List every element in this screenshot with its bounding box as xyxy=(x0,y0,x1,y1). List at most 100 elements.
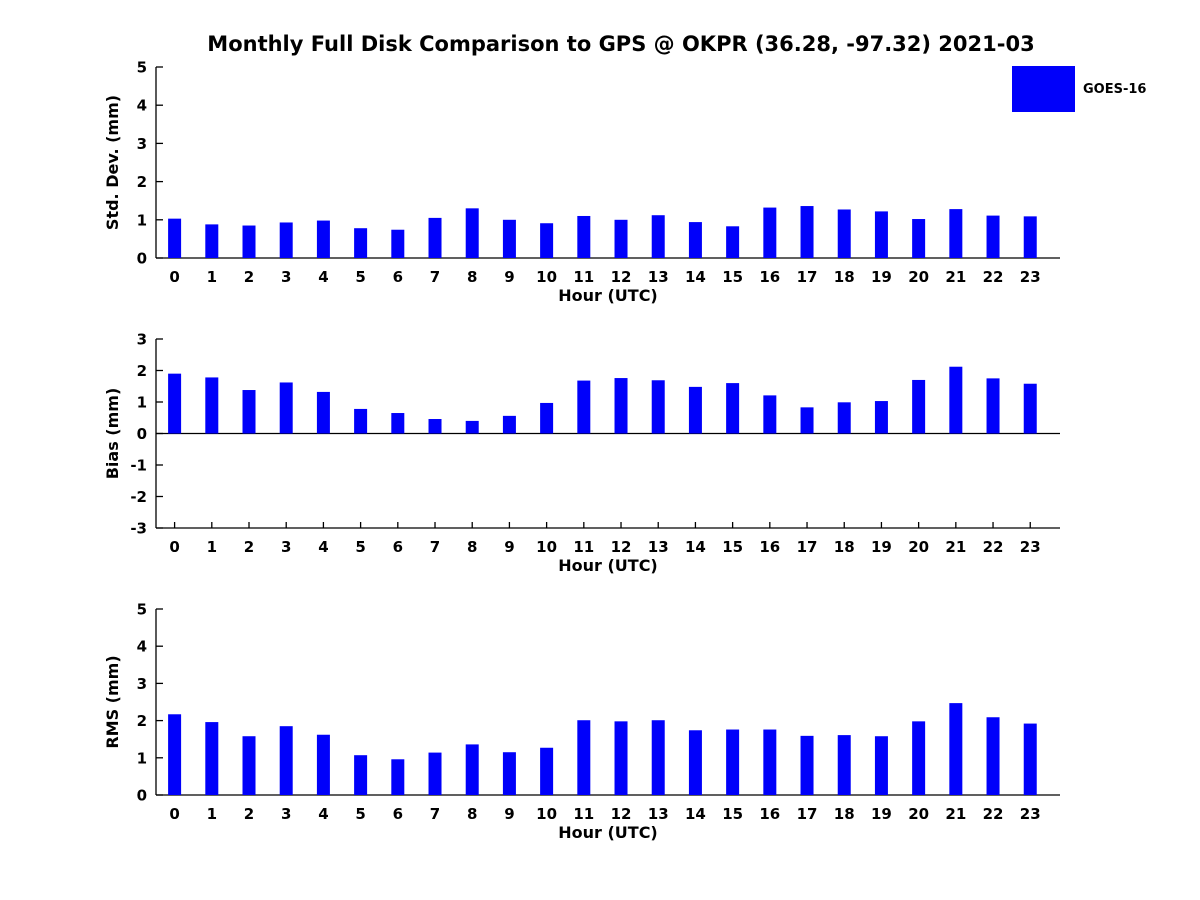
x-tick-label-rms: 5 xyxy=(355,805,365,823)
bar-std-dev-hour-21 xyxy=(949,209,963,258)
y-axis-label-std-dev: Std. Dev. (mm) xyxy=(103,95,122,230)
bar-rms-hour-1 xyxy=(205,722,219,795)
bar-std-dev-hour-0 xyxy=(168,218,182,258)
x-tick-label-rms: 20 xyxy=(908,805,929,823)
x-tick-label-std-dev: 9 xyxy=(504,268,514,286)
bar-rms-hour-21 xyxy=(949,703,963,795)
legend-label: GOES-16 xyxy=(1083,81,1147,97)
x-tick-label-bias: 20 xyxy=(908,538,929,556)
bar-bias-hour-2 xyxy=(242,390,256,434)
x-tick-label-std-dev: 4 xyxy=(318,268,328,286)
x-tick-label-bias: 9 xyxy=(504,538,514,556)
bar-rms-hour-16 xyxy=(763,729,777,795)
x-tick-label-std-dev: 3 xyxy=(281,268,291,286)
bar-std-dev-hour-20 xyxy=(912,219,926,258)
x-tick-label-rms: 11 xyxy=(573,805,594,823)
bar-bias-hour-10 xyxy=(540,402,554,434)
x-tick-label-std-dev: 11 xyxy=(573,268,594,286)
x-tick-label-rms: 19 xyxy=(871,805,892,823)
bar-rms-hour-0 xyxy=(168,714,182,795)
bar-bias-hour-4 xyxy=(316,391,330,434)
x-tick-label-bias: 5 xyxy=(355,538,365,556)
bar-std-dev-hour-1 xyxy=(205,224,219,258)
bar-std-dev-hour-10 xyxy=(540,223,554,258)
bar-std-dev-hour-15 xyxy=(726,226,740,258)
y-tick-label-rms: 5 xyxy=(137,601,147,619)
bar-bias-hour-13 xyxy=(651,380,665,434)
bar-bias-hour-6 xyxy=(391,413,405,434)
x-tick-label-bias: 13 xyxy=(648,538,669,556)
bar-rms-hour-20 xyxy=(912,721,926,795)
x-tick-label-std-dev: 2 xyxy=(244,268,254,286)
bar-rms-hour-22 xyxy=(986,717,1000,795)
x-tick-label-std-dev: 1 xyxy=(207,268,217,286)
bar-rms-hour-18 xyxy=(837,735,851,795)
x-tick-label-rms: 17 xyxy=(797,805,818,823)
bar-rms-hour-3 xyxy=(279,726,293,795)
bar-rms-hour-8 xyxy=(465,744,479,795)
bar-bias-hour-19 xyxy=(874,401,888,434)
x-tick-label-std-dev: 7 xyxy=(430,268,440,286)
x-tick-label-rms: 9 xyxy=(504,805,514,823)
y-tick-label-bias: -1 xyxy=(130,457,147,475)
x-tick-label-rms: 13 xyxy=(648,805,669,823)
y-tick-label-rms: 4 xyxy=(137,638,147,656)
x-tick-label-rms: 22 xyxy=(983,805,1004,823)
bar-bias-hour-1 xyxy=(205,377,219,434)
bar-rms-hour-2 xyxy=(242,736,256,795)
bar-rms-hour-12 xyxy=(614,721,628,795)
x-tick-label-bias: 22 xyxy=(983,538,1004,556)
x-tick-label-bias: 18 xyxy=(834,538,855,556)
bar-bias-hour-21 xyxy=(949,366,963,434)
x-tick-label-bias: 10 xyxy=(536,538,557,556)
bar-rms-hour-11 xyxy=(577,720,591,795)
bar-std-dev-hour-23 xyxy=(1023,216,1037,258)
x-tick-label-bias: 0 xyxy=(169,538,179,556)
bar-std-dev-hour-5 xyxy=(354,228,368,258)
bar-std-dev-hour-19 xyxy=(874,211,888,258)
bar-bias-hour-5 xyxy=(354,408,368,434)
legend-swatch-goes16 xyxy=(1012,66,1075,112)
x-tick-label-rms: 14 xyxy=(685,805,706,823)
x-tick-label-rms: 2 xyxy=(244,805,254,823)
x-tick-label-rms: 16 xyxy=(759,805,780,823)
x-tick-label-std-dev: 18 xyxy=(834,268,855,286)
x-tick-label-bias: 21 xyxy=(945,538,966,556)
x-tick-label-bias: 23 xyxy=(1020,538,1041,556)
y-tick-label-rms: 0 xyxy=(137,787,147,805)
bar-bias-hour-18 xyxy=(837,402,851,434)
x-tick-label-std-dev: 8 xyxy=(467,268,477,286)
bar-bias-hour-12 xyxy=(614,378,628,434)
x-tick-label-rms: 21 xyxy=(945,805,966,823)
x-tick-label-std-dev: 21 xyxy=(945,268,966,286)
bar-std-dev-hour-9 xyxy=(502,219,516,258)
bar-std-dev-hour-11 xyxy=(577,215,591,258)
x-tick-label-bias: 11 xyxy=(573,538,594,556)
x-tick-label-bias: 2 xyxy=(244,538,254,556)
bar-bias-hour-7 xyxy=(428,419,442,434)
x-tick-label-bias: 4 xyxy=(318,538,328,556)
x-tick-label-bias: 15 xyxy=(722,538,743,556)
bar-bias-hour-9 xyxy=(502,415,516,434)
y-tick-label-bias: 2 xyxy=(137,362,147,380)
y-tick-label-std-dev: 0 xyxy=(137,250,147,268)
bar-bias-hour-8 xyxy=(465,420,479,434)
legend: GOES-16 xyxy=(1012,66,1146,112)
bar-rms-hour-14 xyxy=(688,730,702,795)
y-tick-label-rms: 3 xyxy=(137,675,147,693)
bar-rms-hour-4 xyxy=(316,734,330,795)
x-tick-label-bias: 7 xyxy=(430,538,440,556)
x-tick-label-bias: 12 xyxy=(611,538,632,556)
bar-bias-hour-16 xyxy=(763,395,777,434)
x-tick-label-rms: 4 xyxy=(318,805,328,823)
bar-std-dev-hour-12 xyxy=(614,219,628,258)
x-tick-label-rms: 8 xyxy=(467,805,477,823)
bar-rms-hour-15 xyxy=(726,729,740,795)
y-tick-label-rms: 2 xyxy=(137,712,147,730)
bar-std-dev-hour-2 xyxy=(242,225,256,258)
y-tick-label-bias: -2 xyxy=(130,488,147,506)
x-tick-label-rms: 6 xyxy=(393,805,403,823)
y-tick-label-std-dev: 4 xyxy=(137,97,147,115)
x-axis-label-bias: Hour (UTC) xyxy=(558,556,658,575)
